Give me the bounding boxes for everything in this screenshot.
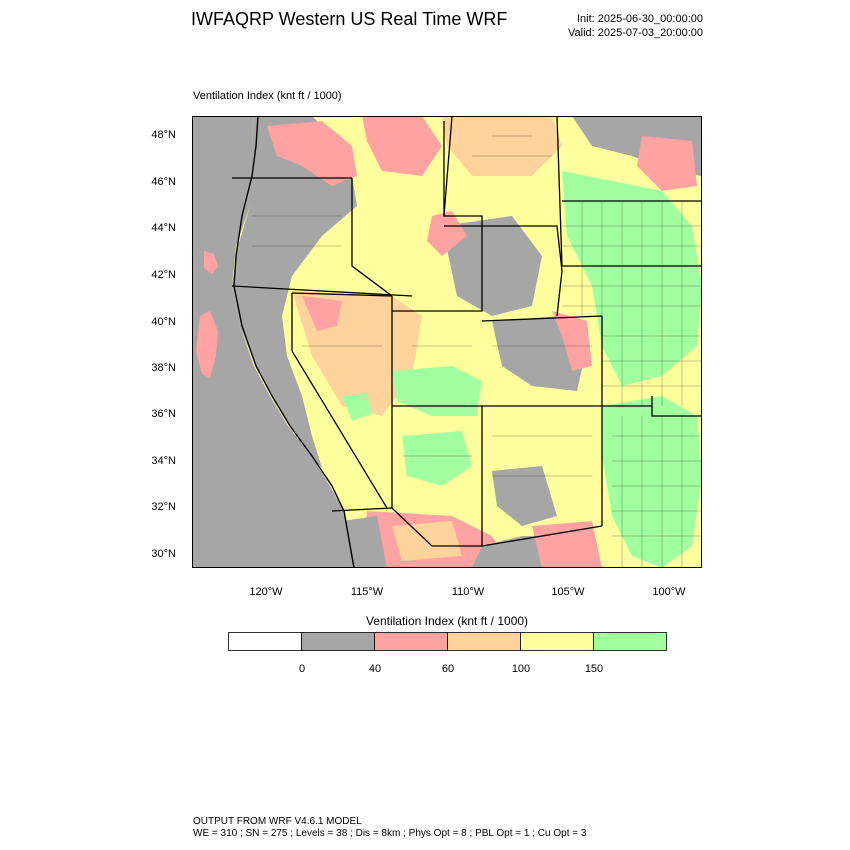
init-time: Init: 2025-06-30_00:00:00	[577, 13, 703, 25]
lat-label-34: 34°N	[151, 455, 176, 467]
lon-label-115w: 115°W	[350, 586, 384, 598]
pnw-gray	[232, 116, 357, 468]
green-plains-south	[602, 396, 702, 568]
colorbar-box-0	[228, 632, 302, 651]
lon-label-110w: 110°W	[451, 586, 485, 598]
colorbar-title: Ventilation Index (knt ft / 1000)	[365, 614, 529, 628]
texas-pink	[532, 521, 602, 568]
map-border	[192, 116, 702, 568]
county-lines	[252, 135, 702, 568]
colorbar-tick-40: 40	[368, 663, 382, 675]
baja-gray	[342, 516, 387, 568]
colorbar-box-5	[593, 632, 667, 651]
state-borders	[231, 116, 702, 547]
main-title: IWFAQRP Western US Real Time WRF	[191, 9, 508, 29]
pnw-pink	[267, 121, 357, 186]
colorbar-box-1	[301, 632, 375, 651]
rockies-pink-2	[552, 311, 592, 371]
ocean-patch-2	[204, 251, 218, 274]
colorbar-box-3	[447, 632, 521, 651]
lat-label-32: 32°N	[151, 501, 176, 513]
plot-field-label: Ventilation Index (knt ft / 1000)	[193, 90, 342, 102]
colorbar-tick-60: 60	[441, 663, 455, 675]
rockies-gray-1	[442, 216, 542, 316]
valid-time: Valid: 2025-07-03_20:00:00	[568, 27, 703, 39]
montana-pink	[362, 116, 442, 176]
map-plot	[192, 116, 702, 568]
lat-label-38: 38°N	[151, 362, 176, 374]
colorbar-tick-150: 150	[584, 663, 604, 675]
green-plains-north	[562, 171, 702, 386]
footer-config-line: WE = 310 ; SN = 275 ; Levels = 38 ; Dis …	[193, 828, 587, 839]
lon-label-120w: 120°W	[249, 586, 283, 598]
green-utah	[392, 366, 482, 416]
colorbar-tick-0: 0	[298, 663, 306, 675]
northeast-pink	[637, 136, 697, 191]
colorbar-box-4	[520, 632, 594, 651]
lon-label-100w: 100°W	[652, 586, 686, 598]
green-nv	[342, 394, 372, 421]
lat-label-36: 36°N	[151, 408, 176, 420]
ocean	[192, 116, 354, 568]
lat-label-48: 48°N	[151, 129, 176, 141]
lat-label-40: 40°N	[151, 316, 176, 328]
montana-orange	[442, 116, 562, 176]
rockies-pink-1	[427, 211, 467, 256]
lat-label-46: 46°N	[151, 176, 176, 188]
lat-label-44: 44°N	[151, 222, 176, 234]
colorbar-tick-100: 100	[511, 663, 531, 675]
colorbar-box-2	[374, 632, 448, 651]
green-az	[402, 431, 472, 486]
lat-label-30: 30°N	[151, 548, 176, 560]
coastline	[233, 116, 355, 568]
colorbar	[228, 632, 667, 651]
great-basin-pink	[302, 296, 342, 331]
lat-label-42: 42°N	[151, 269, 176, 281]
ocean-patch-1	[196, 311, 218, 378]
nm-gray	[492, 466, 557, 526]
footer-model-line: OUTPUT FROM WRF V4.6.1 MODEL	[193, 816, 362, 827]
lon-label-105w: 105°W	[551, 586, 585, 598]
